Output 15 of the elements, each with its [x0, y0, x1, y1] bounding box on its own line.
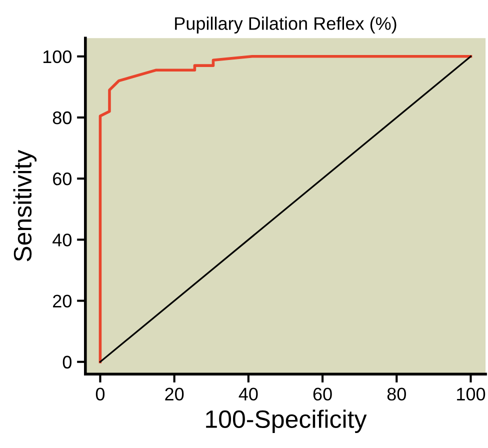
x-tick-label: 40: [238, 388, 258, 401]
y-tick-label: 20: [53, 294, 72, 308]
y-tick-label: 80: [52, 111, 72, 124]
x-tick-label: 0: [96, 388, 105, 401]
x-tick-label: 60: [313, 388, 332, 401]
y-tick-label: 40: [52, 234, 72, 246]
x-tick-label: 100: [457, 388, 486, 401]
y-axis-title: Sensitivity: [13, 150, 37, 262]
chart-title: Pupillary Dilation Reflex (%): [175, 16, 396, 34]
y-tick-label: 100: [43, 50, 72, 64]
x-tick-label: 80: [387, 388, 406, 401]
x-tick-label: 20: [165, 388, 184, 401]
y-tick-label: 0: [62, 356, 72, 369]
y-tick-label: 60: [53, 172, 72, 186]
x-axis-title: 100-Specificity: [206, 410, 367, 433]
